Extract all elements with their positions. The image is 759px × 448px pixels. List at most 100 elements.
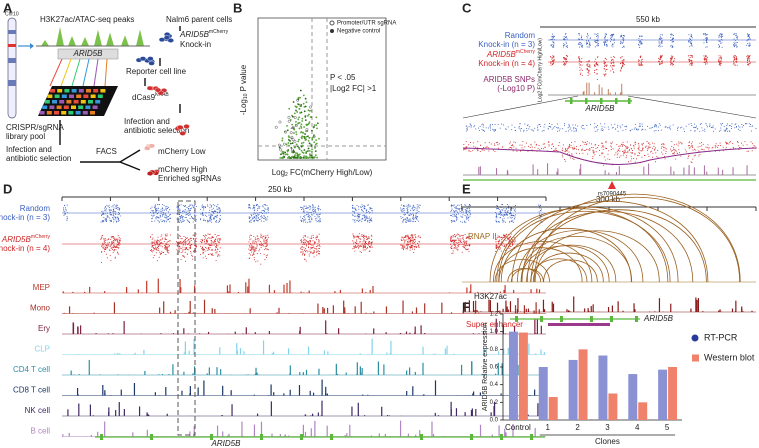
point — [300, 126, 303, 129]
point — [192, 234, 194, 236]
point — [353, 237, 355, 239]
point — [353, 245, 355, 247]
signal — [356, 362, 358, 375]
point — [287, 144, 290, 147]
point — [466, 146, 468, 148]
snp — [722, 169, 724, 175]
point — [419, 241, 421, 243]
signal — [88, 359, 90, 375]
point — [407, 205, 409, 206]
point — [249, 247, 251, 249]
point — [258, 213, 260, 215]
point — [620, 70, 622, 72]
point — [639, 64, 641, 66]
point — [661, 42, 663, 44]
point — [559, 142, 561, 144]
point — [312, 205, 314, 207]
point — [308, 150, 311, 152]
point — [463, 148, 465, 150]
point — [318, 233, 320, 235]
point — [105, 239, 107, 241]
point — [304, 212, 306, 214]
point — [101, 245, 103, 246]
point — [623, 62, 625, 64]
point — [614, 123, 616, 125]
point — [363, 205, 365, 207]
point — [317, 207, 319, 209]
point — [676, 152, 678, 154]
point — [467, 248, 469, 250]
point — [579, 69, 581, 71]
point — [307, 139, 310, 142]
point — [116, 238, 117, 240]
point — [116, 205, 118, 207]
point — [253, 220, 254, 222]
point — [371, 220, 373, 222]
point — [581, 74, 583, 76]
point — [629, 149, 631, 151]
point — [512, 144, 513, 146]
point — [621, 67, 622, 69]
point — [748, 59, 750, 61]
point — [507, 217, 509, 219]
signal — [183, 371, 185, 375]
point — [409, 243, 411, 245]
point — [101, 237, 103, 239]
point — [157, 204, 159, 206]
point — [154, 242, 156, 244]
point — [575, 128, 577, 130]
point — [526, 130, 528, 132]
point — [659, 58, 661, 60]
point — [450, 220, 452, 222]
point — [309, 154, 312, 157]
point — [464, 245, 466, 247]
point — [404, 241, 406, 243]
point — [358, 217, 360, 218]
point — [111, 248, 113, 250]
signal — [495, 373, 497, 375]
point — [115, 238, 117, 240]
point — [407, 236, 409, 238]
point — [726, 127, 728, 129]
point — [462, 208, 464, 210]
point — [706, 34, 708, 36]
signal — [198, 333, 201, 334]
point — [561, 149, 563, 151]
point — [553, 45, 555, 47]
point — [625, 128, 627, 130]
point — [165, 243, 167, 245]
point — [510, 236, 512, 238]
point — [604, 41, 606, 43]
point — [452, 205, 454, 207]
point — [359, 215, 361, 217]
point — [166, 250, 168, 252]
point — [571, 154, 573, 156]
point — [565, 37, 567, 39]
point — [718, 35, 720, 37]
point — [604, 41, 606, 43]
point — [617, 149, 619, 151]
point — [573, 130, 575, 132]
point — [310, 235, 312, 237]
point — [177, 209, 178, 211]
signal — [444, 348, 446, 355]
cell — [90, 111, 95, 115]
point — [587, 153, 589, 155]
point — [369, 207, 371, 209]
point — [564, 123, 566, 125]
point — [157, 207, 159, 209]
signal — [360, 301, 362, 314]
signal — [409, 367, 411, 375]
point — [498, 240, 500, 242]
point — [670, 64, 671, 66]
point — [151, 238, 153, 240]
point — [620, 127, 622, 129]
point — [673, 147, 674, 149]
point — [155, 243, 157, 245]
point — [307, 135, 309, 138]
point — [403, 208, 405, 210]
point — [465, 237, 467, 239]
point — [317, 243, 319, 245]
point — [254, 205, 256, 207]
point — [262, 205, 264, 207]
